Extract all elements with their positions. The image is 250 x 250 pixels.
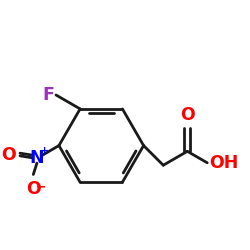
Text: O: O bbox=[1, 146, 16, 164]
Text: +: + bbox=[40, 146, 49, 156]
Text: N: N bbox=[30, 149, 44, 167]
Text: F: F bbox=[42, 86, 54, 104]
Text: OH: OH bbox=[209, 154, 238, 172]
Text: −: − bbox=[35, 180, 46, 193]
Text: O: O bbox=[26, 180, 41, 198]
Text: O: O bbox=[180, 106, 195, 124]
